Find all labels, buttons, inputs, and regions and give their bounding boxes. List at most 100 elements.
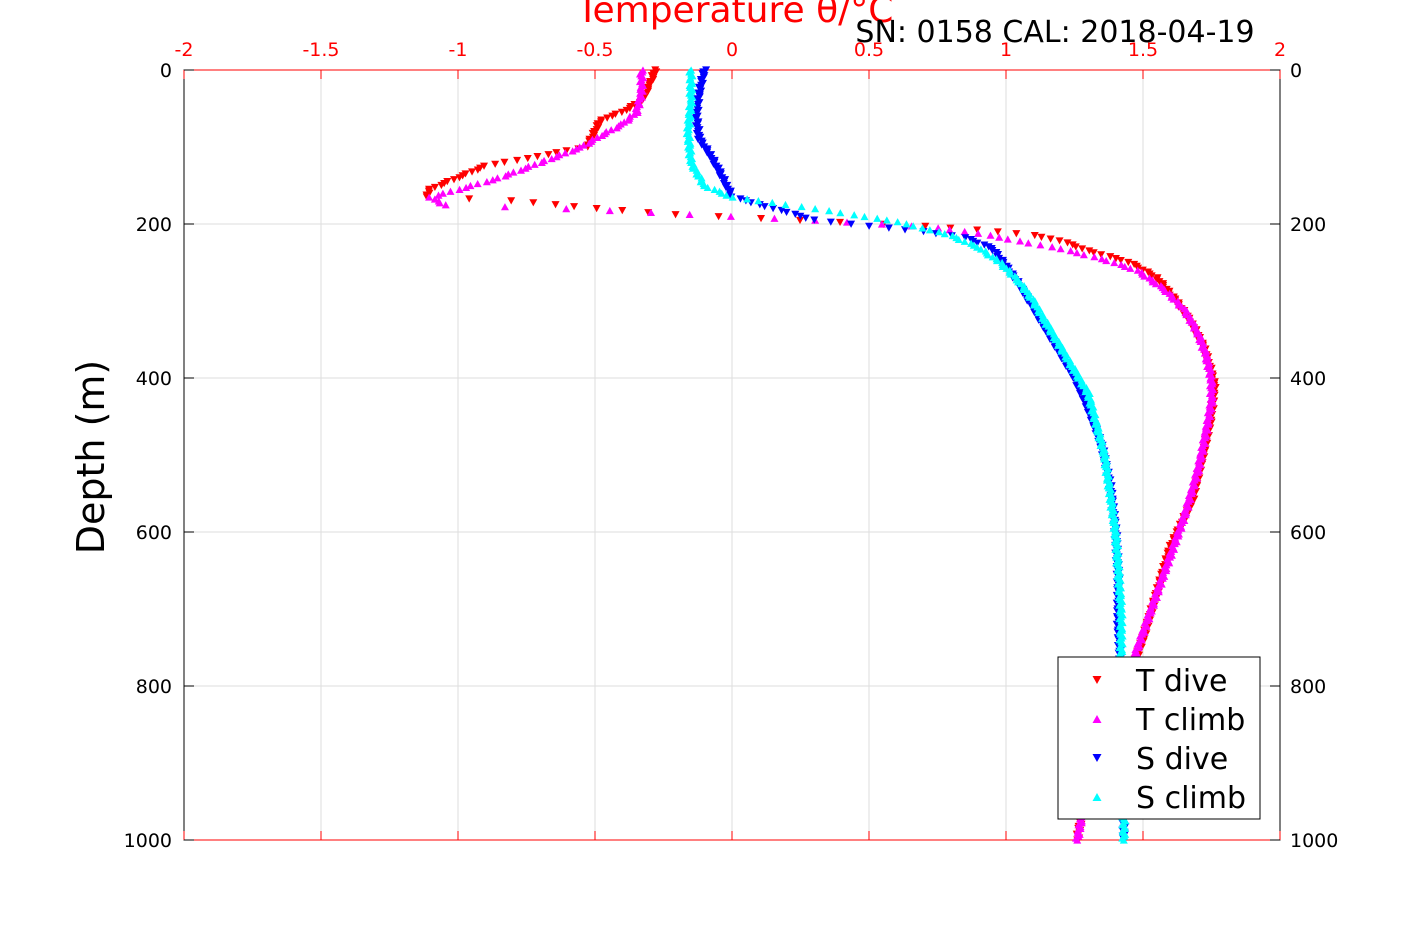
data-point bbox=[443, 178, 452, 186]
data-point bbox=[592, 205, 601, 213]
legend-marker bbox=[1092, 714, 1102, 724]
data-point bbox=[1124, 258, 1133, 267]
data-point bbox=[624, 116, 633, 124]
legend-entry-label: S dive bbox=[1136, 742, 1228, 777]
x-tick-label: 0 bbox=[726, 39, 738, 61]
data-point bbox=[1155, 278, 1164, 286]
data-point bbox=[736, 195, 745, 203]
data-point bbox=[703, 149, 712, 157]
legend-entry-label: T dive bbox=[1135, 664, 1227, 699]
data-point bbox=[973, 226, 982, 234]
data-point bbox=[993, 228, 1002, 236]
data-point bbox=[1097, 251, 1106, 259]
data-point bbox=[1073, 836, 1082, 844]
data-point bbox=[446, 187, 455, 195]
data-point bbox=[473, 166, 482, 174]
data-point bbox=[507, 197, 516, 205]
data-point bbox=[882, 216, 891, 224]
data-point bbox=[1161, 287, 1170, 295]
data-point bbox=[618, 207, 627, 215]
data-point bbox=[714, 213, 723, 221]
data-point bbox=[491, 160, 500, 168]
data-point bbox=[935, 228, 944, 236]
data-point bbox=[728, 193, 737, 201]
data-point bbox=[796, 216, 805, 225]
data-point bbox=[603, 114, 612, 122]
data-point bbox=[1066, 247, 1075, 255]
legend-marker bbox=[1092, 753, 1102, 763]
data-point bbox=[940, 230, 949, 238]
data-point bbox=[551, 201, 560, 209]
data-point bbox=[1012, 230, 1021, 238]
chart-subtitle: SN: 0158 CAL: 2018-04-19 bbox=[855, 15, 1254, 50]
data-point bbox=[754, 197, 763, 205]
x-tick-label: 1.5 bbox=[1128, 39, 1158, 61]
data-point bbox=[1055, 237, 1064, 245]
data-point bbox=[1116, 256, 1125, 265]
data-point bbox=[836, 209, 845, 217]
data-point bbox=[768, 198, 777, 207]
data-point bbox=[1119, 836, 1128, 844]
data-point bbox=[465, 195, 474, 203]
data-point bbox=[1030, 231, 1039, 240]
x-tick-label: -1 bbox=[449, 39, 468, 61]
data-point bbox=[760, 203, 769, 211]
data-point bbox=[625, 104, 634, 113]
data-point bbox=[1071, 243, 1080, 251]
data-point bbox=[847, 220, 856, 228]
data-point bbox=[697, 87, 706, 95]
data-point bbox=[585, 139, 594, 147]
data-point bbox=[605, 206, 614, 215]
data-point bbox=[552, 153, 561, 161]
data-point bbox=[877, 220, 886, 228]
data-point bbox=[988, 247, 997, 255]
data-point bbox=[1063, 239, 1072, 247]
data-point bbox=[777, 206, 786, 215]
y-tick-label-right: 0 bbox=[1290, 60, 1302, 82]
data-point bbox=[1036, 241, 1045, 249]
data-point bbox=[547, 154, 556, 163]
data-point bbox=[995, 233, 1004, 241]
data-point bbox=[500, 203, 509, 211]
y-tick-label-left: 400 bbox=[136, 368, 172, 390]
y-axis-label: Depth (m) bbox=[69, 360, 113, 555]
data-point bbox=[770, 214, 779, 222]
y-tick-label-left: 200 bbox=[136, 214, 172, 236]
data-point bbox=[430, 183, 439, 192]
y-tick-label-right: 800 bbox=[1290, 676, 1326, 698]
data-point bbox=[533, 153, 542, 161]
data-point bbox=[450, 176, 459, 184]
legend-entry-label: T climb bbox=[1135, 703, 1245, 738]
data-point bbox=[480, 162, 489, 170]
data-point bbox=[810, 216, 819, 224]
data-point bbox=[960, 237, 969, 245]
data-point bbox=[434, 191, 443, 199]
data-point bbox=[713, 166, 722, 174]
data-point bbox=[523, 154, 532, 163]
data-point bbox=[826, 218, 835, 226]
data-point bbox=[462, 183, 471, 192]
x-tick-label: -0.5 bbox=[576, 39, 613, 61]
legend-box bbox=[1057, 656, 1261, 820]
data-point bbox=[901, 226, 910, 234]
x-tick-label: -2 bbox=[175, 39, 194, 61]
data-point bbox=[630, 110, 639, 118]
data-point bbox=[976, 245, 985, 253]
data-point bbox=[544, 151, 553, 159]
y-tick-label-left: 1000 bbox=[124, 830, 172, 852]
data-point bbox=[973, 239, 982, 247]
data-point bbox=[902, 220, 911, 228]
data-point bbox=[1078, 245, 1087, 253]
data-point bbox=[1102, 256, 1111, 265]
data-point bbox=[1089, 249, 1098, 257]
data-point bbox=[561, 149, 570, 157]
data-point bbox=[945, 226, 954, 234]
data-point bbox=[726, 212, 735, 220]
data-point bbox=[1079, 251, 1088, 259]
data-point bbox=[644, 87, 653, 95]
data-point bbox=[529, 199, 538, 207]
data-point bbox=[1046, 235, 1055, 243]
data-point bbox=[607, 126, 616, 134]
y-tick-label-left: 800 bbox=[136, 676, 172, 698]
